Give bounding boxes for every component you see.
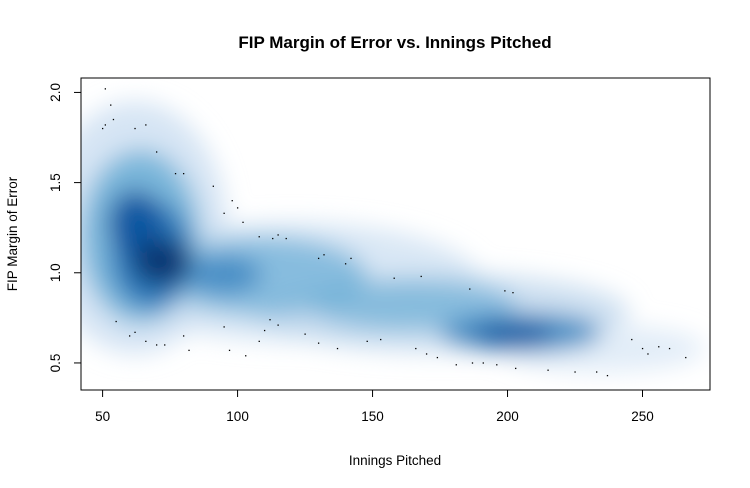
y-tick-label: 0.5 xyxy=(48,354,63,373)
outlier-point xyxy=(647,353,649,355)
outlier-point xyxy=(512,292,514,294)
outlier-point xyxy=(223,212,225,214)
outlier-point xyxy=(182,335,185,337)
outlier-point xyxy=(366,340,368,343)
outlier-point xyxy=(228,349,231,352)
outlier-point xyxy=(471,362,474,364)
density-blob xyxy=(132,238,192,286)
y-axis-label: FIP Margin of Error xyxy=(5,176,20,291)
outlier-point xyxy=(304,333,306,335)
outlier-point xyxy=(344,263,347,265)
outlier-point xyxy=(668,347,671,350)
outlier-point xyxy=(110,104,112,106)
x-tick-label: 200 xyxy=(496,409,519,424)
y-tick-label: 1.0 xyxy=(48,263,63,282)
outlier-point xyxy=(145,340,147,343)
outlier-point xyxy=(245,355,247,357)
x-tick-label: 50 xyxy=(95,409,110,424)
outlier-point xyxy=(277,324,279,326)
outlier-point xyxy=(155,151,158,153)
outlier-point xyxy=(164,344,166,346)
outlier-point xyxy=(134,331,136,333)
outlier-point xyxy=(188,349,190,352)
outlier-point xyxy=(455,364,457,366)
x-tick-label: 150 xyxy=(361,409,384,424)
outlier-point xyxy=(258,236,260,238)
outlier-point xyxy=(174,172,177,175)
x-tick-label: 250 xyxy=(631,409,654,424)
chart-title: FIP Margin of Error vs. Innings Pitched xyxy=(238,33,551,52)
outlier-point xyxy=(263,329,266,332)
outlier-point xyxy=(212,185,214,187)
outlier-point xyxy=(415,347,417,350)
outlier-point xyxy=(134,127,136,130)
outlier-point xyxy=(145,124,147,126)
density-blob xyxy=(310,279,516,331)
x-axis-label: Innings Pitched xyxy=(349,453,441,468)
density-blob xyxy=(186,254,262,295)
outlier-point xyxy=(101,127,104,130)
x-tick-label: 100 xyxy=(226,409,249,424)
outlier-point xyxy=(317,257,320,260)
density-blobs xyxy=(81,101,705,372)
outlier-point xyxy=(685,356,687,359)
y-tick-label: 2.0 xyxy=(48,83,63,102)
outlier-point xyxy=(285,237,287,240)
outlier-point xyxy=(420,275,422,278)
outlier-point xyxy=(277,234,279,236)
outlier-point xyxy=(223,326,225,328)
outlier-point xyxy=(155,344,158,346)
outlier-point xyxy=(236,207,239,209)
outlier-points xyxy=(101,88,687,377)
x-axis: 50 100 150 200 250 xyxy=(95,389,654,424)
outlier-point xyxy=(258,340,260,343)
outlier-point xyxy=(606,374,609,377)
outlier-point xyxy=(436,356,439,359)
outlier-point xyxy=(182,172,185,175)
outlier-point xyxy=(242,221,244,223)
outlier-point xyxy=(469,288,471,290)
outlier-point xyxy=(269,319,271,321)
outlier-point xyxy=(641,347,644,350)
outlier-point xyxy=(128,335,131,337)
outlier-point xyxy=(596,371,598,373)
outlier-point xyxy=(515,367,517,370)
y-tick-label: 1.5 xyxy=(48,173,63,192)
outlier-point xyxy=(112,118,115,121)
outlier-point xyxy=(425,353,428,355)
outlier-point xyxy=(380,338,382,341)
outlier-point xyxy=(631,338,633,341)
outlier-point xyxy=(547,369,549,371)
outlier-point xyxy=(104,124,106,126)
outlier-point xyxy=(231,200,233,202)
outlier-point xyxy=(104,88,106,90)
outlier-point xyxy=(323,254,325,256)
outlier-point xyxy=(350,257,352,260)
outlier-point xyxy=(496,364,498,366)
outlier-point xyxy=(393,277,395,279)
density-layer xyxy=(81,101,705,372)
outlier-point xyxy=(115,320,117,323)
density-blob xyxy=(107,189,162,255)
outlier-point xyxy=(482,362,484,364)
outlier-point xyxy=(658,346,660,348)
outlier-point xyxy=(317,342,320,344)
y-axis: 0.5 1.0 1.5 2.0 xyxy=(48,83,82,373)
density-blob xyxy=(472,323,554,345)
outlier-point xyxy=(504,290,506,292)
outlier-point xyxy=(574,371,576,373)
outlier-point xyxy=(272,237,274,240)
outlier-point xyxy=(336,347,339,350)
